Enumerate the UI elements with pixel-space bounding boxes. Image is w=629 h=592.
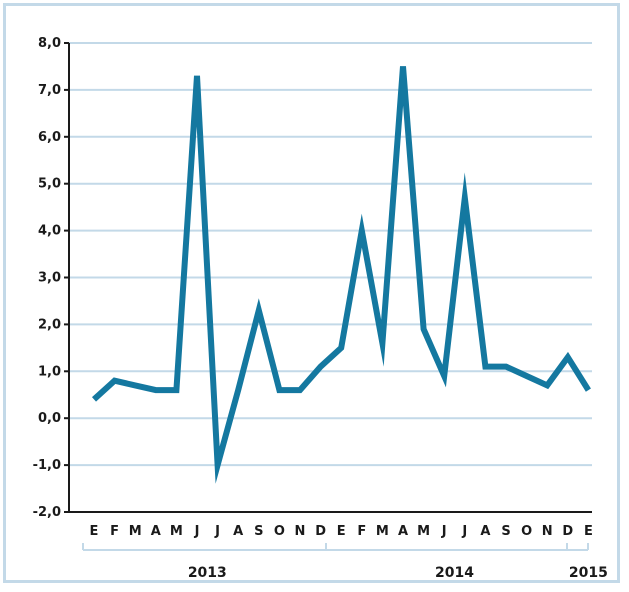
series-line [91,66,591,484]
y-tick-label: 4,0 [38,224,61,239]
month-label: A [398,524,408,539]
month-label: D [562,524,573,539]
month-label: N [295,524,306,539]
y-tick-label: -1,0 [33,458,61,473]
y-tick-label: 5,0 [38,177,61,192]
year-label: 2013 [188,565,227,581]
month-label: J [194,524,200,539]
month-label: O [274,524,285,539]
series-layer [91,66,591,484]
month-label: F [357,524,366,539]
y-tick-label: 2,0 [38,317,61,332]
month-label: S [501,524,510,539]
month-label: M [376,524,389,539]
y-tick-label: 1,0 [38,364,61,379]
month-label: M [417,524,430,539]
gridlines [69,42,592,467]
month-label: A [480,524,490,539]
chart-frame [3,3,620,583]
month-label: A [233,524,243,539]
month-label: S [254,524,263,539]
month-label: F [110,524,119,539]
y-tick-label: 6,0 [38,130,61,145]
month-label: O [521,524,532,539]
y-axis: 8,0 7,0 6,0 5,0 4,0 3,0 2,0 1,0 0,0 -1,0 -2,0 [33,36,70,520]
month-label: A [151,524,161,539]
month-label: J [214,524,220,539]
y-tick-label: 3,0 [38,271,61,286]
month-label: E [584,524,593,539]
month-label: J [441,524,447,539]
y-tick-label: 7,0 [38,83,61,98]
month-label: E [90,524,99,539]
y-tick-label: 8,0 [38,36,61,51]
month-label: D [315,524,326,539]
year-label: 2015 [569,565,608,581]
month-label: M [129,524,142,539]
month-label: M [170,524,183,539]
year-label: 2014 [435,565,474,581]
month-label: E [337,524,346,539]
y-tick-label: 0,0 [38,411,61,426]
y-tick-label: -2,0 [33,505,61,520]
month-label: N [542,524,553,539]
month-label: J [461,524,467,539]
